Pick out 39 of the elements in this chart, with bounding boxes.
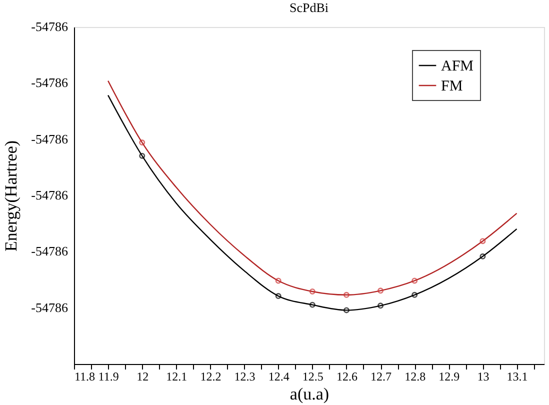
point <box>139 152 146 159</box>
x-tick-label: 12.5 <box>302 370 324 384</box>
point <box>378 288 384 294</box>
text: -54786 <box>31 188 68 202</box>
x-tick-label: 11.8 <box>74 370 96 384</box>
point <box>343 307 350 314</box>
x-tick-label: 12.2 <box>200 370 222 384</box>
text: -54786 <box>31 244 68 259</box>
point <box>139 140 146 146</box>
text: -54786 <box>31 75 68 90</box>
x-tick-label: 12.9 <box>438 370 460 384</box>
point <box>412 278 418 284</box>
x-axis-title: a(u.a) <box>290 384 330 404</box>
point <box>378 302 384 309</box>
point <box>412 292 418 298</box>
point <box>343 292 350 298</box>
x-tick-label: 13 <box>477 370 490 384</box>
x-tick-label: 12.8 <box>404 370 426 384</box>
point <box>480 238 486 244</box>
x-tick-label: 12.6 <box>336 370 358 384</box>
point <box>480 253 486 260</box>
x-tick-label: 12.3 <box>234 370 256 384</box>
point <box>309 302 316 308</box>
point <box>275 293 282 300</box>
x-tick-label: 12.4 <box>268 370 290 384</box>
x-tick-label: 12.1 <box>166 370 188 384</box>
y-axis-title: Energy(Hartree) <box>2 140 20 252</box>
chart-title: ScPdBi <box>289 0 329 15</box>
legend-label: FM <box>441 78 463 94</box>
text: -54786 <box>31 19 68 34</box>
point <box>309 288 316 294</box>
x-tick-label: 12 <box>136 370 149 384</box>
x-tick-label: 11.9 <box>98 370 119 384</box>
x-tick-label: 12.7 <box>370 370 392 384</box>
text: -54786 <box>31 300 68 315</box>
text: -54786 <box>31 131 68 146</box>
point <box>275 278 282 284</box>
legend-label: AFM <box>441 58 474 74</box>
x-tick-label: 13.1 <box>506 370 528 384</box>
